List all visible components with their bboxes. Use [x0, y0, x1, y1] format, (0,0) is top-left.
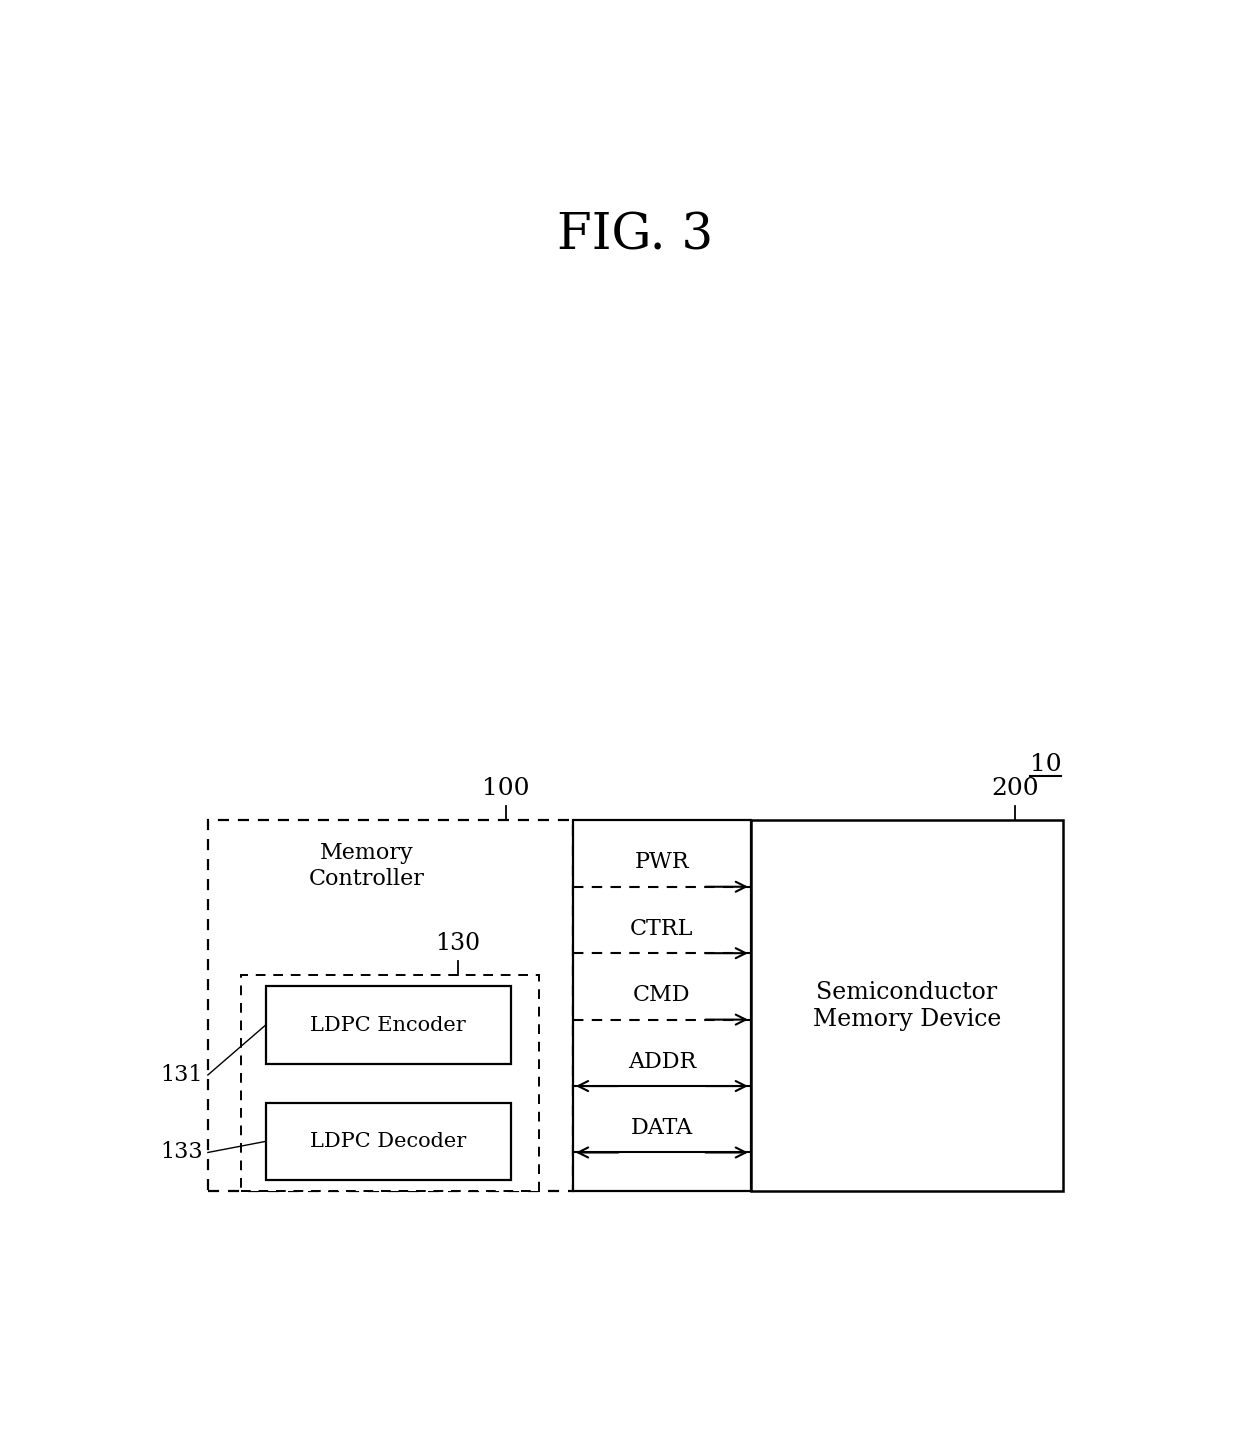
Text: Semiconductor
Memory Device: Semiconductor Memory Device: [812, 981, 1001, 1031]
Text: 130: 130: [435, 932, 480, 955]
Bar: [573, 820, 751, 1191]
Text: 200: 200: [991, 778, 1039, 801]
Text: FIG. 3: FIG. 3: [557, 211, 714, 260]
Text: 100: 100: [482, 778, 529, 801]
Text: DATA: DATA: [631, 1117, 693, 1139]
Text: Memory
Controller: Memory Controller: [309, 843, 424, 890]
Bar: [265, 986, 511, 1064]
Bar: [242, 975, 539, 1191]
Bar: [751, 820, 1063, 1191]
Text: PWR: PWR: [635, 851, 689, 873]
Text: LDPC Encoder: LDPC Encoder: [310, 1015, 466, 1035]
Text: ADDR: ADDR: [627, 1051, 696, 1073]
Bar: [208, 820, 573, 1191]
Text: 10: 10: [1029, 754, 1061, 777]
Text: CTRL: CTRL: [630, 917, 693, 940]
Text: 133: 133: [160, 1142, 203, 1163]
Text: LDPC Decoder: LDPC Decoder: [310, 1132, 466, 1150]
Text: 131: 131: [160, 1064, 203, 1086]
Bar: [265, 1103, 511, 1181]
Text: CMD: CMD: [634, 985, 691, 1007]
